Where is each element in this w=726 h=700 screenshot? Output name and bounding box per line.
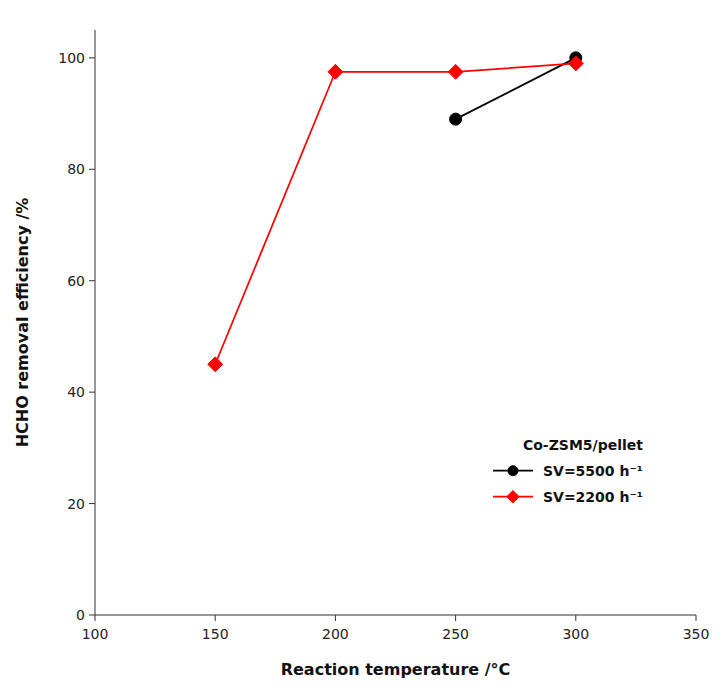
series — [450, 52, 582, 125]
y-tick — [89, 503, 95, 504]
x-tick — [335, 615, 336, 621]
y-axis-label: HCHO removal efficiency /% — [13, 198, 32, 448]
y-tick-label: 100 — [58, 50, 85, 66]
y-tick — [89, 392, 95, 393]
legend-title: Co-ZSM5/pellet — [523, 437, 643, 453]
y-tick-label: 60 — [67, 273, 85, 289]
y-tick-label: 40 — [67, 384, 85, 400]
point — [568, 56, 583, 71]
legend: Co-ZSM5/pellet SV=5500 h⁻¹ SV=2200 h⁻¹ — [493, 437, 643, 505]
x-tick-label: 100 — [82, 626, 109, 642]
y-tick — [89, 615, 95, 616]
data-area — [208, 52, 583, 372]
x-tick — [455, 615, 456, 621]
y-tick-label: 20 — [67, 496, 85, 512]
y-tick-label: 80 — [67, 161, 85, 177]
point — [448, 64, 463, 79]
y-tick — [89, 57, 95, 58]
background — [0, 0, 726, 700]
series — [208, 56, 583, 372]
x-tick-label: 250 — [442, 626, 469, 642]
x-tick — [696, 615, 697, 621]
chart-container: 100 150 200 250 300 350 0 20 40 60 80 100 Reaction t… — [0, 0, 726, 700]
x-tick-label: 350 — [683, 626, 710, 642]
series-line — [215, 63, 576, 364]
legend-item: SV=2200 h⁻¹ — [493, 489, 643, 505]
y-tick — [89, 169, 95, 170]
chart-svg: 100 150 200 250 300 350 0 20 40 60 80 100 Reaction t… — [0, 0, 726, 700]
x-axis-label: Reaction temperature /°C — [281, 660, 511, 679]
axes: 100 150 200 250 300 350 0 20 40 60 80 100 — [58, 30, 709, 642]
point — [328, 64, 343, 79]
x-tick — [575, 615, 576, 621]
point — [450, 113, 462, 125]
legend-marker — [508, 466, 518, 476]
y-axis-line — [95, 30, 96, 615]
legend-item: SV=5500 h⁻¹ — [493, 463, 643, 479]
x-tick-label: 150 — [202, 626, 229, 642]
x-tick — [215, 615, 216, 621]
x-tick-label: 200 — [322, 626, 349, 642]
x-axis-line — [95, 615, 696, 616]
x-tick — [95, 615, 96, 621]
point — [208, 357, 223, 372]
legend-marker — [507, 491, 519, 503]
legend-label: SV=5500 h⁻¹ — [543, 463, 643, 479]
x-tick-label: 300 — [562, 626, 589, 642]
y-tick — [89, 280, 95, 281]
y-tick-label: 0 — [76, 607, 85, 623]
legend-label: SV=2200 h⁻¹ — [543, 489, 643, 505]
